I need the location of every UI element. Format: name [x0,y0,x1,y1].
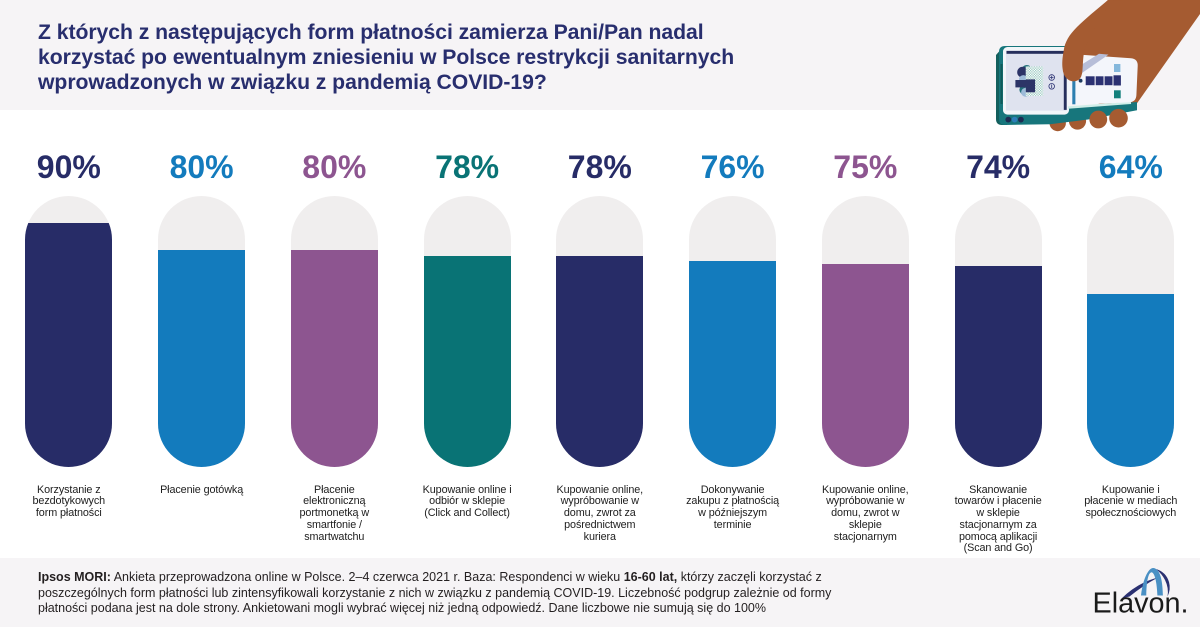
svg-text:Elavon.: Elavon. [1093,588,1189,620]
